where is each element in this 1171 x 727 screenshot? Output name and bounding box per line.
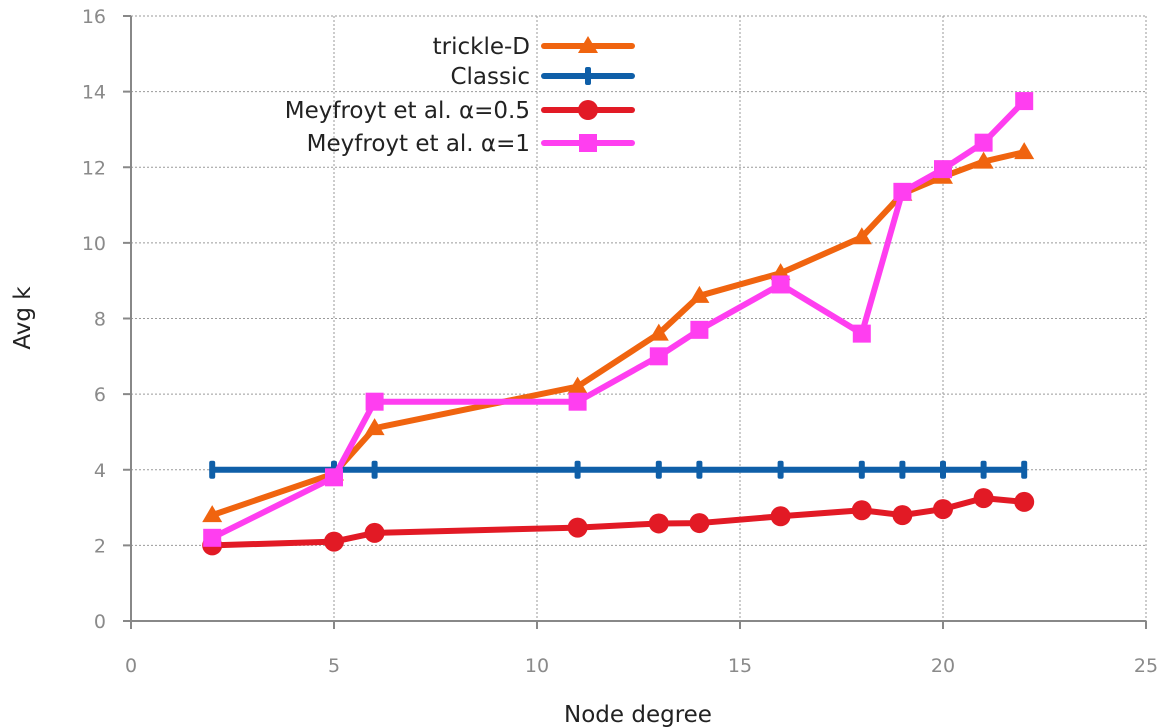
- triangle-marker: [578, 36, 598, 53]
- square-marker: [579, 134, 597, 152]
- bar-marker: [777, 460, 784, 479]
- triangle-marker: [202, 505, 223, 523]
- square-marker: [649, 347, 668, 366]
- square-marker: [893, 182, 912, 201]
- legend-item: Meyfroyt et al. α=0.5: [285, 98, 635, 124]
- square-marker: [771, 275, 790, 294]
- triangle-marker: [973, 151, 994, 169]
- circle-marker: [973, 488, 994, 509]
- triangle-marker: [567, 376, 588, 394]
- triangle-marker: [689, 285, 710, 303]
- bar-marker: [1021, 460, 1028, 479]
- square-marker: [1015, 92, 1034, 111]
- series-meyfroyt-et-al-0-5: [202, 488, 1035, 556]
- x-tick-label: 0: [125, 655, 137, 677]
- triangle-marker: [1014, 142, 1035, 160]
- series-classic: [209, 460, 1028, 479]
- series-layer: [202, 92, 1035, 556]
- legend-item: Meyfroyt et al. α=1: [307, 131, 635, 157]
- y-tick-label: 14: [82, 82, 106, 104]
- y-tick-label: 16: [82, 6, 106, 28]
- x-tick-label: 15: [728, 655, 752, 677]
- square-marker: [974, 133, 993, 152]
- legend-label: trickle-D: [433, 34, 530, 60]
- legend: trickle-D Classic Meyfroyt et al. α=0.5 Mey…: [285, 34, 635, 157]
- circle-marker: [892, 505, 913, 526]
- y-tick-label: 0: [94, 611, 106, 633]
- legend-label: Classic: [450, 64, 530, 90]
- bar-marker: [980, 460, 987, 479]
- y-axis-title: Avg k: [10, 286, 36, 350]
- x-tick-label: 10: [525, 655, 549, 677]
- y-tick-label: 6: [94, 384, 106, 406]
- square-marker: [365, 392, 384, 411]
- series-meyfroyt-et-al-1: [203, 92, 1034, 547]
- x-axis-title: Node degree: [564, 702, 712, 727]
- square-marker: [325, 468, 343, 487]
- y-tick-label: 12: [82, 157, 106, 179]
- square-marker: [203, 528, 222, 547]
- bar-marker: [858, 460, 865, 479]
- triangle-marker: [364, 418, 385, 436]
- circle-marker: [851, 500, 872, 521]
- legend-label: Meyfroyt et al. α=0.5: [285, 98, 530, 124]
- bar-marker: [940, 460, 946, 479]
- bar-marker: [574, 460, 581, 479]
- circle-marker: [578, 100, 598, 120]
- bar-marker: [371, 460, 378, 479]
- y-tick-label: 8: [94, 309, 106, 331]
- bar-marker: [655, 460, 662, 479]
- legend-item: Classic: [450, 64, 635, 90]
- circle-marker: [364, 522, 385, 543]
- x-tick-label: 25: [1134, 655, 1158, 677]
- circle-marker: [933, 499, 953, 520]
- square-marker: [852, 324, 871, 343]
- bar-marker: [585, 67, 591, 85]
- circle-marker: [567, 517, 588, 538]
- square-marker: [934, 160, 952, 179]
- y-tick-label: 2: [94, 535, 106, 557]
- bar-marker: [899, 460, 906, 479]
- square-marker: [568, 392, 587, 411]
- bar-marker: [209, 460, 216, 479]
- circle-marker: [324, 531, 344, 552]
- circle-marker: [1014, 491, 1035, 512]
- axes: 0 2 4 6 8 10 12 14 16 0 5 10 15 20 25: [82, 6, 1158, 677]
- circle-marker: [689, 513, 710, 534]
- circle-marker: [770, 506, 791, 527]
- y-tick-label: 4: [94, 460, 106, 482]
- bar-marker: [696, 460, 703, 479]
- legend-label: Meyfroyt et al. α=1: [307, 131, 530, 157]
- triangle-marker: [851, 227, 872, 245]
- x-tick-label: 20: [931, 655, 955, 677]
- circle-marker: [648, 513, 669, 534]
- square-marker: [690, 320, 709, 339]
- legend-item: trickle-D: [433, 34, 635, 60]
- x-tick-label: 5: [328, 655, 340, 677]
- y-tick-label: 10: [82, 233, 106, 255]
- gridlines: [131, 15, 1147, 621]
- triangle-marker: [648, 323, 669, 341]
